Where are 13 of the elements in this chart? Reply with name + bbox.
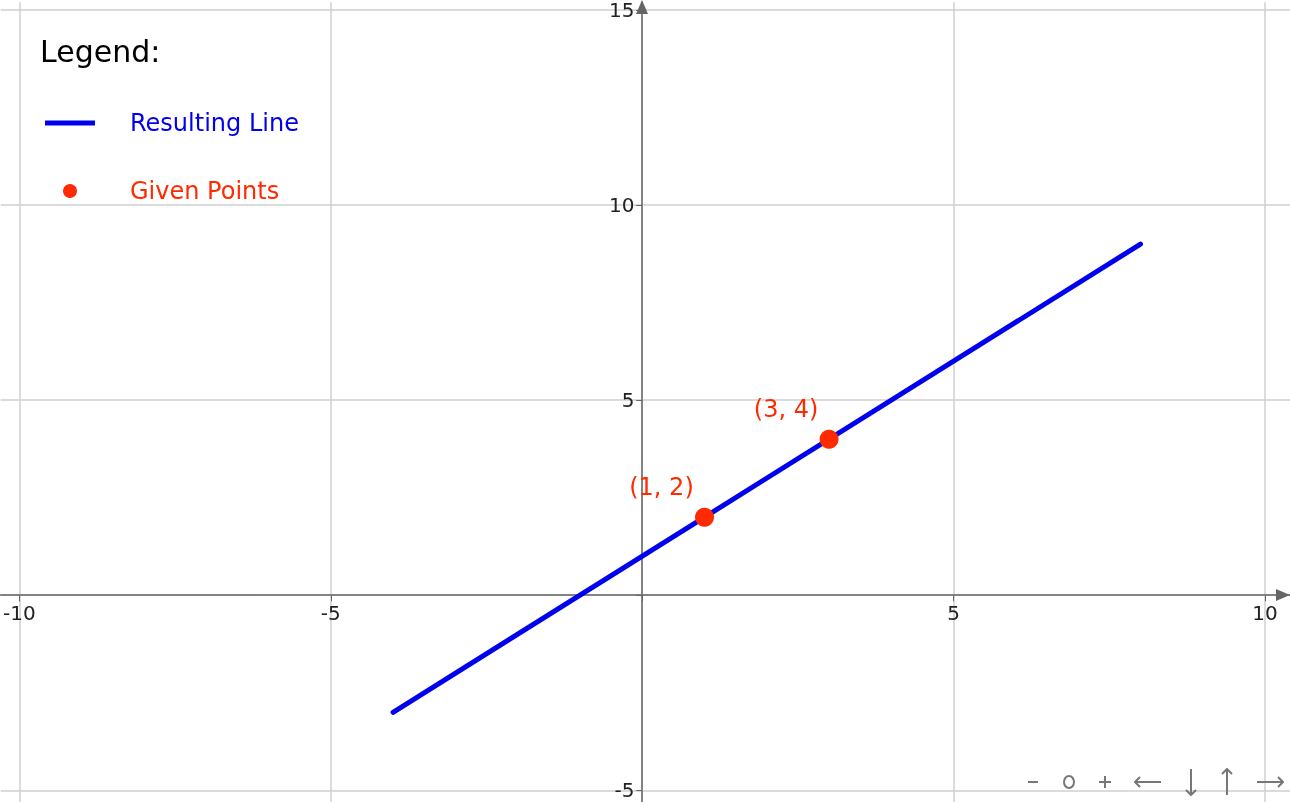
y-tick-label: 10 bbox=[609, 193, 635, 218]
data-label: (1, 2) bbox=[629, 473, 694, 502]
legend-label: Given Points bbox=[130, 177, 280, 205]
y-tick-label: -5 bbox=[614, 778, 635, 802]
legend-title: Legend: bbox=[40, 33, 161, 69]
x-tick-label: 5 bbox=[947, 600, 961, 625]
data-label: (3, 4) bbox=[753, 395, 819, 424]
x-tick-label: 10 bbox=[1252, 600, 1278, 625]
y-tick-label: 5 bbox=[621, 388, 635, 413]
legend-label: Resulting Line bbox=[130, 109, 299, 137]
x-tick-label: -5 bbox=[320, 600, 341, 625]
x-tick-label: -10 bbox=[3, 600, 36, 625]
y-tick-label: 15 bbox=[609, 0, 635, 22]
